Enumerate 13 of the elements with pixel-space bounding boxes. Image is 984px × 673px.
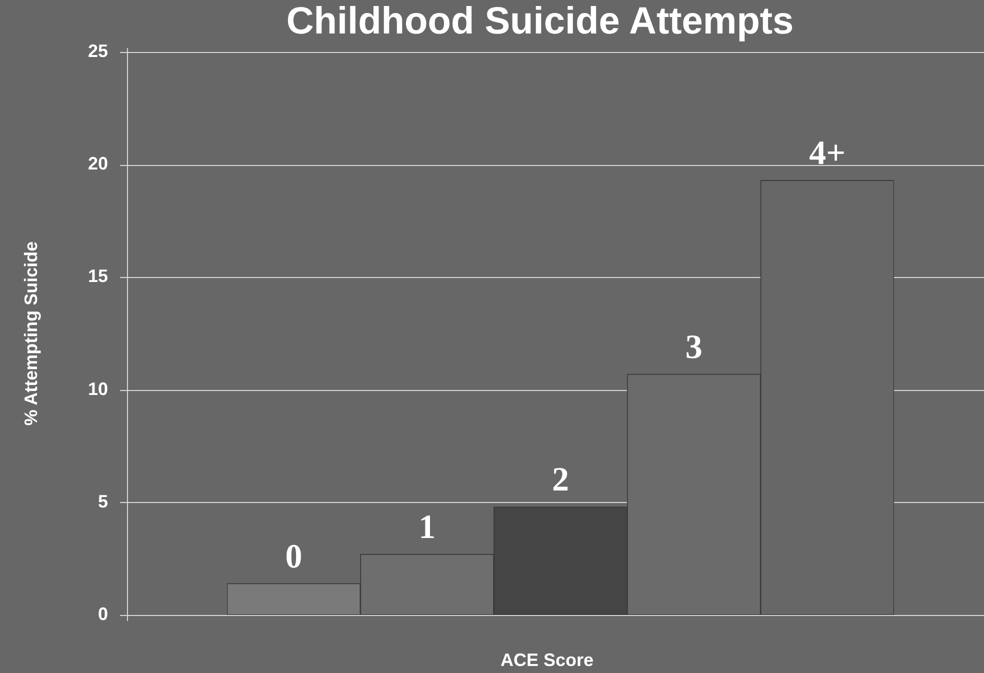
y-tick-label: 25	[88, 40, 108, 61]
y-tick-label: 5	[98, 491, 108, 512]
x-tick-label: 2	[552, 462, 569, 499]
y-tick-label: 15	[88, 266, 108, 286]
x-axis-title: ACE Score	[500, 650, 594, 670]
y-axis-title: % Attempting Suicide	[20, 241, 41, 426]
y-tick-label: 20	[88, 154, 108, 174]
x-tick-label: 4+	[809, 135, 846, 172]
chart-title: Childhood Suicide Attempts	[286, 0, 794, 42]
x-tick-label: 1	[418, 508, 436, 546]
y-tick-label: 10	[88, 378, 108, 399]
y-tick-label: 0	[98, 604, 108, 624]
x-tick-label: 3	[685, 328, 702, 366]
